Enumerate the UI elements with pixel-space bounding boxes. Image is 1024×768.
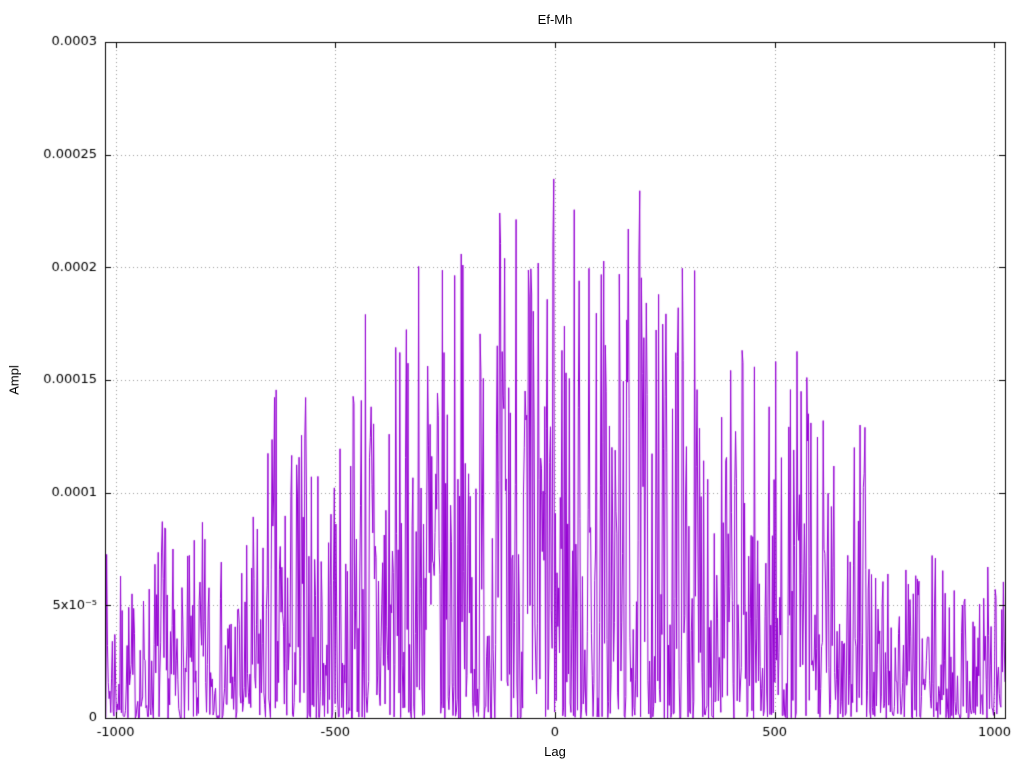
chart-title: Ef-Mh: [537, 12, 573, 27]
y-axis-label: Ampl: [6, 365, 22, 395]
x-axis-label: Lag: [544, 744, 566, 759]
